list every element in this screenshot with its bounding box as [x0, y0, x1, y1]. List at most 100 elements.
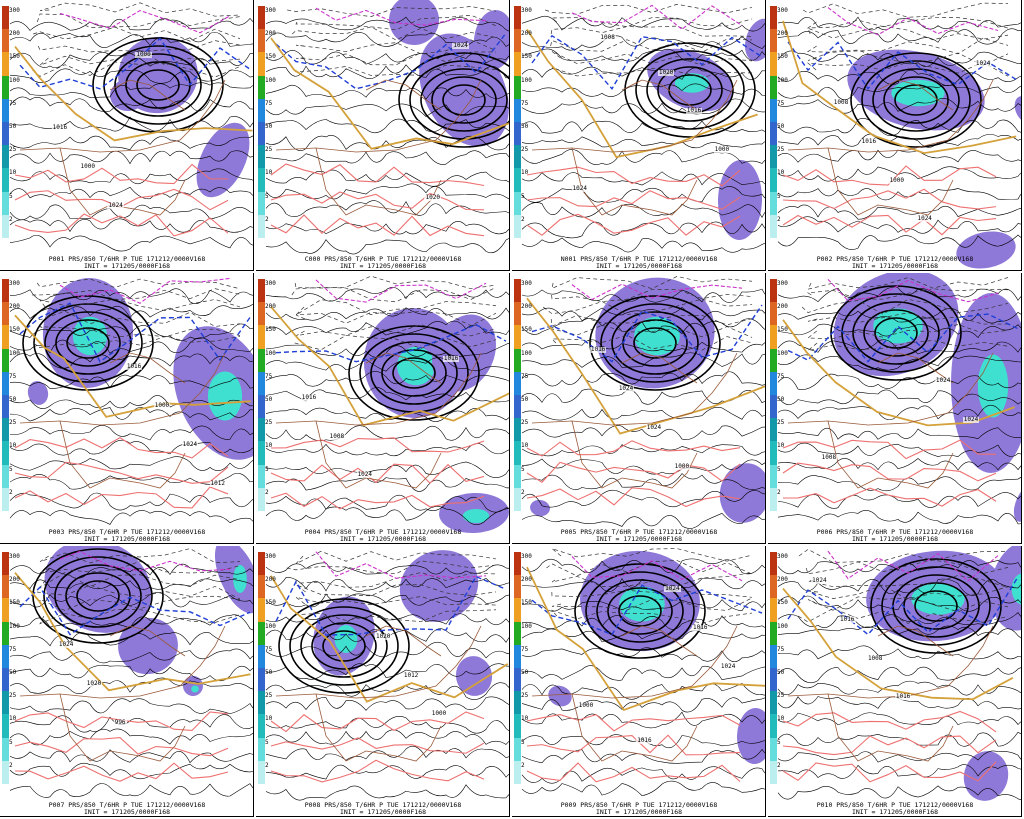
warm-contour-line — [270, 737, 485, 754]
colorbar-label: 25 — [521, 146, 529, 154]
warm-contour-line — [526, 440, 741, 457]
isobar-line — [265, 593, 509, 608]
dashed-temp-contour — [295, 299, 497, 316]
isobar-line — [265, 716, 509, 734]
precip-colorbar — [770, 6, 777, 238]
isobar-line — [521, 734, 765, 749]
weather-map — [777, 273, 1021, 525]
panel-caption-init: INIT = 171205/0000F168 — [83, 262, 171, 270]
colorbar-label: 75 — [9, 645, 17, 653]
panel-caption-init: INIT = 171205/0000F168 — [83, 535, 171, 543]
thickness-contour — [381, 349, 447, 397]
isobar-line — [777, 731, 1021, 747]
colorbar-label: 10 — [777, 442, 785, 450]
thickness-contour — [574, 563, 706, 659]
weather-map — [777, 546, 1021, 801]
colorbar-label: 150 — [777, 599, 788, 607]
colorbar-segment — [258, 691, 265, 715]
isobar-line — [521, 473, 765, 490]
panel-caption-init: INIT = 171205/0000F168 — [595, 535, 683, 543]
isobar-value-label: 1024 — [664, 585, 681, 593]
isobar-line — [265, 134, 509, 151]
colorbar-segment — [258, 371, 265, 395]
colorbar-label: 200 — [521, 303, 532, 311]
colorbar-label: 25 — [265, 692, 273, 700]
thickness-contour — [863, 309, 929, 357]
isobar-line — [9, 648, 253, 664]
isobar-line — [265, 506, 509, 526]
warm-contour-line — [526, 762, 741, 783]
thickness-contour — [914, 590, 958, 622]
colorbar-label: 100 — [521, 349, 532, 357]
colorbar-label: 150 — [9, 599, 20, 607]
dashed-temp-contour — [806, 37, 1009, 55]
warm-contour-line — [526, 213, 741, 236]
temperature-line — [782, 20, 1017, 155]
dashed-temp-contour — [551, 67, 753, 78]
temperature-line — [526, 28, 758, 159]
colorbar-segment — [2, 621, 9, 645]
dashed-temp-contour — [542, 298, 753, 315]
colorbar-label: 50 — [521, 396, 529, 403]
warm-contour-line — [270, 759, 485, 783]
dashed-temp-contour — [802, 2, 1009, 18]
colorbar-label: 300 — [521, 280, 532, 287]
isobar-line — [777, 216, 1021, 234]
thickness-contour — [618, 595, 662, 627]
isobar-line — [777, 578, 1021, 596]
colorbar-label: 50 — [9, 396, 17, 403]
colorbar-segment — [770, 464, 777, 488]
colorbar-segment — [2, 52, 9, 76]
isobar-line — [777, 69, 1021, 86]
thickness-contour — [76, 580, 120, 612]
temperature-line — [270, 306, 509, 427]
isobar-line — [521, 149, 765, 165]
panel-caption-title: P007 PRS/850 T/6HR P TUE 171212/0000V168 — [48, 801, 206, 809]
isobar-line — [777, 696, 1021, 710]
freezing-line — [275, 575, 507, 636]
dashed-temp-contour — [39, 298, 241, 311]
warm-contour-line — [14, 163, 229, 185]
colorbar-label: 25 — [777, 692, 785, 700]
panel-caption-init: INIT = 171205/0000F168 — [339, 808, 427, 816]
isobar-value-label: 1016 — [860, 137, 878, 145]
temperature-line — [526, 297, 765, 435]
isobar-value-label: 996 — [113, 718, 127, 726]
heavy-precip-area — [674, 73, 710, 93]
panel-caption-title: P008 PRS/850 T/6HR P TUE 171212/0000V168 — [304, 801, 462, 809]
colorbar-label: 75 — [265, 645, 273, 653]
isobar-line — [265, 200, 509, 217]
isobar-line — [265, 238, 509, 255]
colorbar-segment — [2, 168, 9, 192]
colorbar-label: 100 — [777, 349, 788, 357]
colorbar-segment — [514, 348, 521, 372]
thickness-contour — [841, 293, 951, 373]
isobar-line — [521, 711, 765, 729]
isobar-line — [777, 50, 1021, 67]
isobar-line — [777, 625, 1021, 639]
isobar-line — [9, 235, 253, 252]
warm-contour-line — [782, 439, 997, 460]
isobar-line — [9, 472, 253, 490]
colorbar-label: 100 — [777, 76, 788, 84]
thickness-contour — [589, 295, 721, 391]
colorbar-label: 2 — [9, 215, 13, 223]
precip-area — [719, 463, 765, 523]
coastline — [275, 79, 482, 216]
dashed-temp-contour — [806, 61, 1009, 77]
colorbar-label: 75 — [9, 99, 17, 107]
colorbar-segment — [514, 668, 521, 692]
dashed-temp-contour — [32, 61, 241, 78]
warm-contour-line — [14, 437, 229, 459]
isobar-line — [9, 82, 253, 98]
dashed-temp-contour — [32, 288, 241, 300]
colorbar-label: 150 — [265, 326, 276, 334]
colorbar-segment — [770, 325, 777, 349]
colorbar-segment — [258, 598, 265, 622]
colorbar-segment — [2, 29, 9, 53]
isobar-line — [521, 444, 765, 457]
cold-contour-line — [59, 550, 231, 572]
dashed-temp-contour — [550, 38, 753, 53]
colorbar-segment — [514, 621, 521, 645]
warm-contour-line — [782, 761, 997, 783]
